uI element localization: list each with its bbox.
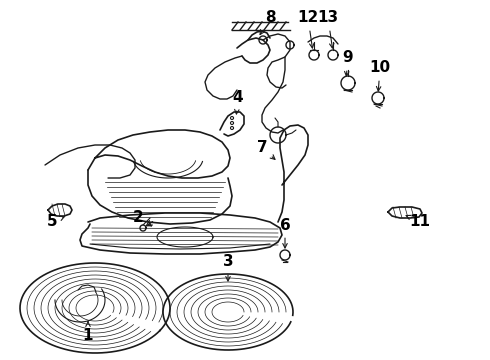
Text: 12: 12 <box>297 10 318 48</box>
Text: 11: 11 <box>406 215 431 230</box>
Text: 3: 3 <box>222 255 233 281</box>
Text: 13: 13 <box>318 10 339 48</box>
Text: 6: 6 <box>280 217 291 248</box>
Text: 4: 4 <box>233 90 244 114</box>
Text: 9: 9 <box>343 50 353 76</box>
Text: 8: 8 <box>260 10 275 35</box>
Text: 5: 5 <box>47 215 64 230</box>
Text: 2: 2 <box>133 211 151 226</box>
Text: 1: 1 <box>83 322 93 342</box>
Text: 10: 10 <box>369 60 391 91</box>
Text: 7: 7 <box>257 140 275 159</box>
